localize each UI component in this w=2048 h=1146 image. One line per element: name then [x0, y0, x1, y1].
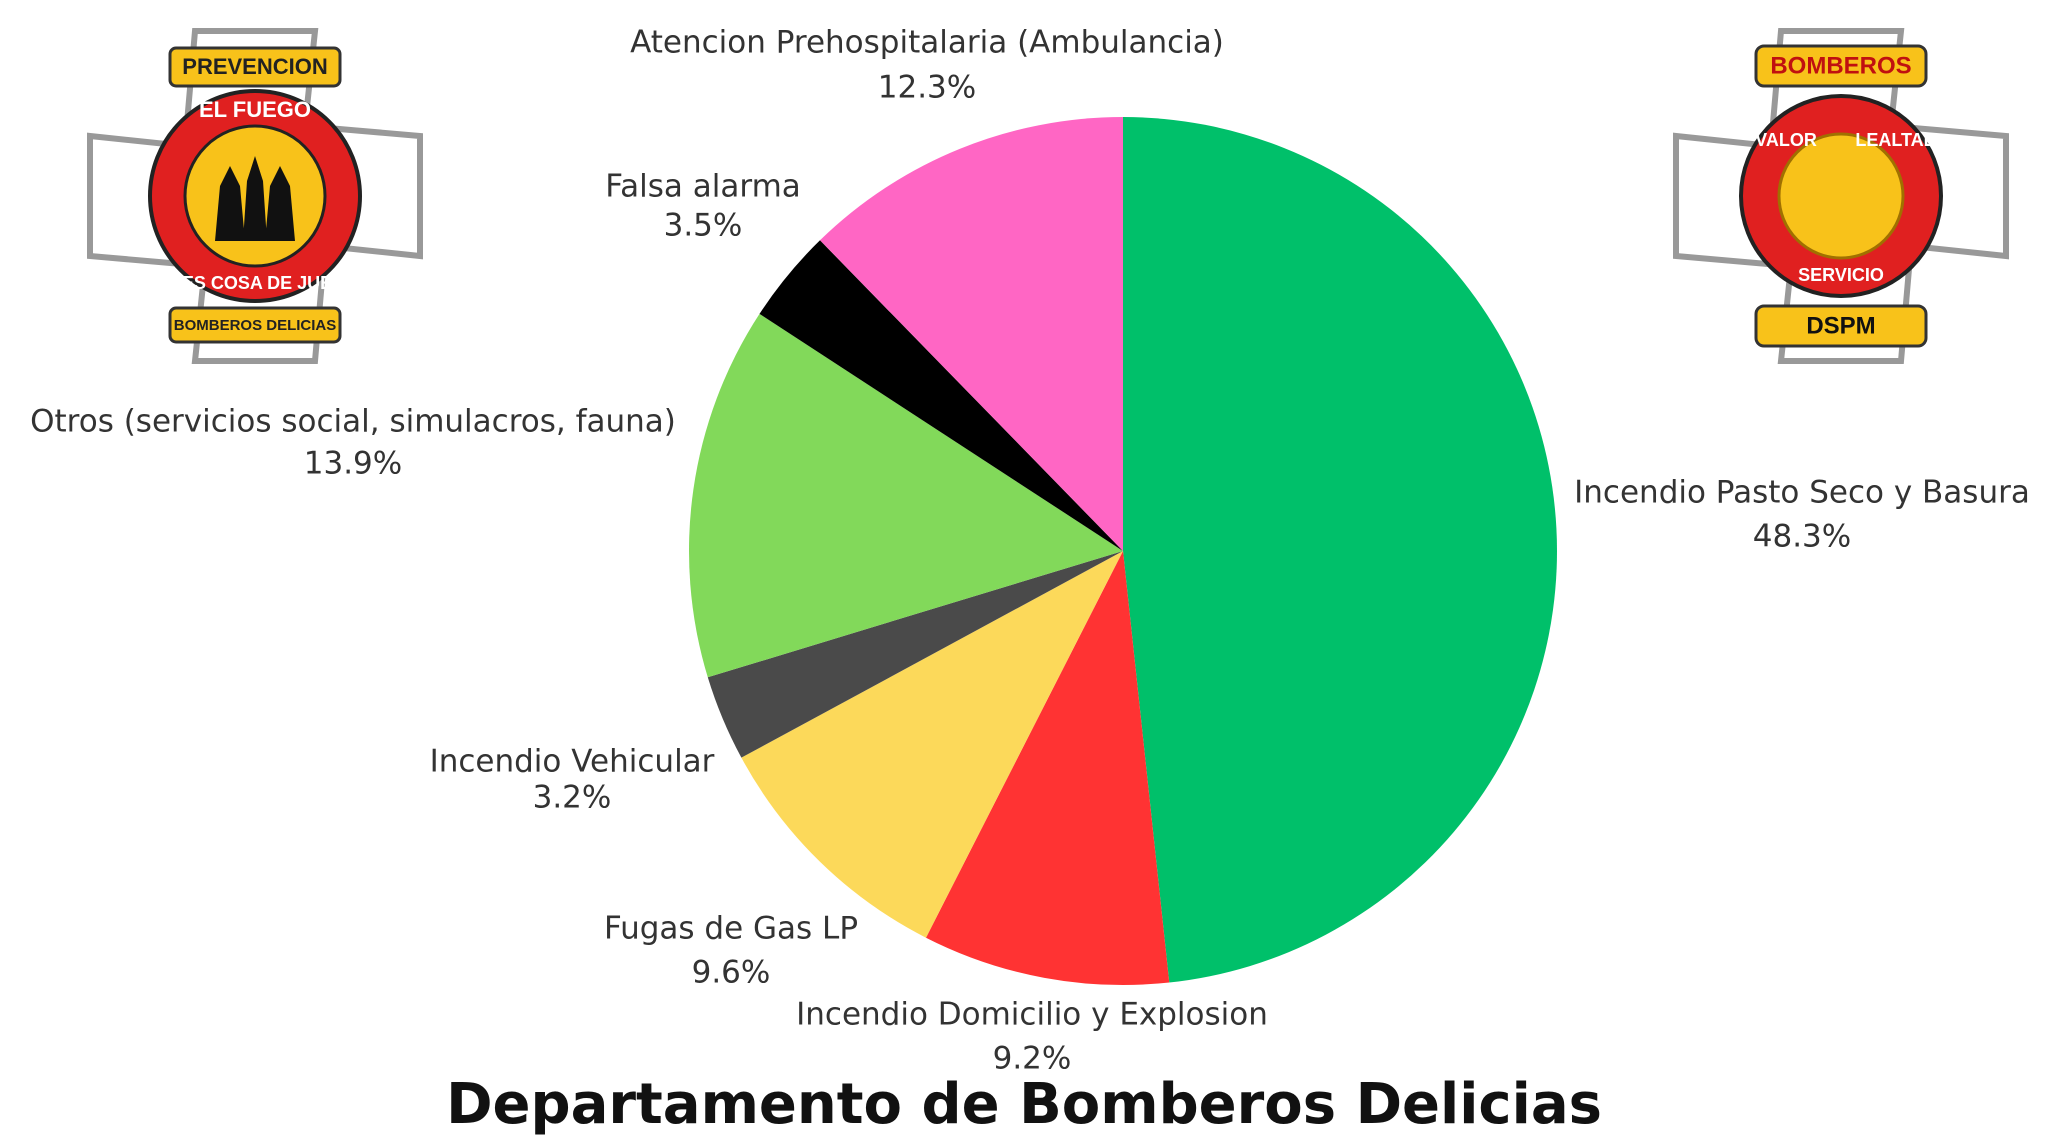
- slice-label: Incendio Domicilio y Explosion: [796, 997, 1268, 1033]
- slice-label: Falsa alarma: [605, 169, 801, 205]
- logo-text: NO ES COSA DE JUEGO: [150, 273, 360, 293]
- banner: [1754, 44, 1928, 88]
- pie-slice: [1123, 117, 1557, 983]
- value-label: 3.5%: [664, 208, 743, 244]
- logo-text: VALOR: [1755, 130, 1817, 150]
- chart-title: Departamento de Bomberos Delicias: [446, 1072, 1602, 1137]
- logo-text: DSPM: [1806, 312, 1875, 339]
- logo-text: LEALTAD: [1855, 130, 1936, 150]
- center: [1777, 132, 1905, 260]
- pie-slice: [741, 551, 1123, 938]
- banner: [1754, 304, 1928, 348]
- slice-label: Atencion Prehospitalaria (Ambulancia): [630, 25, 1224, 61]
- slice-label: Otros (servicios social, simulacros, fau…: [30, 404, 676, 440]
- value-label: 12.3%: [878, 70, 976, 106]
- slice-label: Incendio Vehicular: [430, 744, 715, 780]
- value-label: 9.2%: [993, 1041, 1072, 1077]
- logo-right: BOMBEROS VALOR LEALTAD SERVICIO DSPM: [1673, 28, 2009, 364]
- pie-slice: [819, 117, 1123, 551]
- figures: [215, 156, 295, 241]
- banner: [168, 46, 342, 88]
- value-label: 48.3%: [1753, 519, 1851, 555]
- logo-text: BOMBEROS DELICIAS: [174, 317, 337, 334]
- logo-text: EL FUEGO: [199, 97, 311, 122]
- value-label: 9.6%: [692, 955, 771, 991]
- banner: [168, 306, 342, 344]
- logo-left: PREVENCION EL FUEGO NO ES COSA DE JUEGO …: [87, 28, 423, 364]
- logo-text: SERVICIO: [1798, 265, 1884, 285]
- pie-slice: [689, 313, 1123, 678]
- pie-slice: [707, 551, 1123, 758]
- pie-slice: [925, 551, 1170, 985]
- pie-slice: [759, 240, 1123, 551]
- logo-text: PREVENCION: [182, 54, 327, 79]
- slice-label: Incendio Pasto Seco y Basura: [1574, 475, 2030, 511]
- value-label: 3.2%: [533, 780, 612, 816]
- value-label: 13.9%: [304, 446, 402, 482]
- slice-label: Fugas de Gas LP: [604, 911, 858, 947]
- logo-text: BOMBEROS: [1770, 52, 1911, 79]
